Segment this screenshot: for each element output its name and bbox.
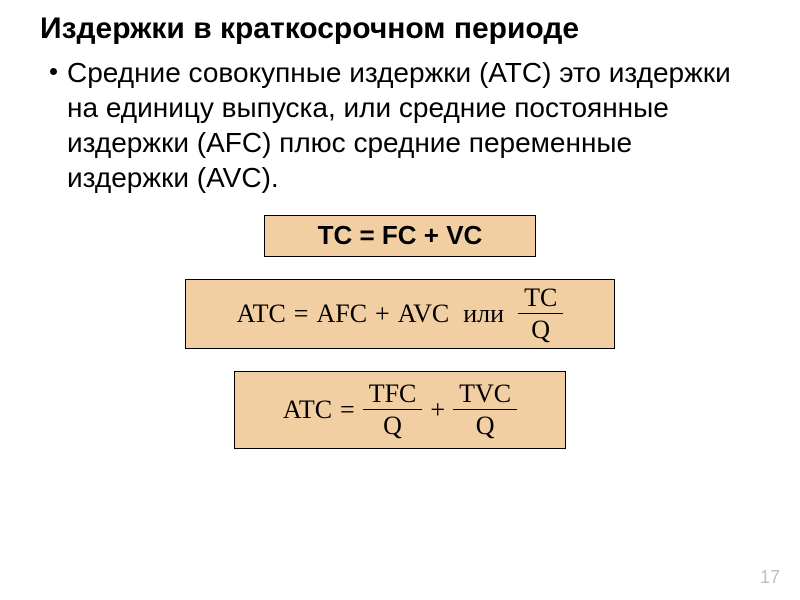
formula-atc-fractions: ATC = TFC Q + TVC Q xyxy=(234,371,566,449)
eq-equals: = xyxy=(294,299,309,329)
fraction-denominator: Q xyxy=(525,316,556,343)
slide: Издержки в краткосрочном периоде Средние… xyxy=(0,0,800,600)
eq-afc: AFC xyxy=(316,299,367,329)
fraction-denominator: Q xyxy=(377,412,408,439)
bullet-item: Средние совокупные издержки (АТС) это из… xyxy=(50,55,760,195)
eq-plus: + xyxy=(430,395,445,425)
eq-plus: + xyxy=(375,299,390,329)
fraction-denominator: Q xyxy=(470,412,501,439)
fraction-numerator: TFC xyxy=(363,380,423,407)
bullet-dot-icon xyxy=(50,68,57,75)
eq-avc: AVC xyxy=(398,299,450,329)
slide-title: Издержки в краткосрочном периоде xyxy=(40,12,760,47)
formula-atc-sum: ATC = AFC + AVC или TC Q xyxy=(185,279,615,349)
eq-equals: = xyxy=(340,395,355,425)
fraction-tfc-q: TFC Q xyxy=(363,380,423,440)
equation-row: ATC = AFC + AVC или TC Q xyxy=(237,284,564,344)
fraction-bar-icon xyxy=(363,409,423,410)
formula-area: TC = FC + VC ATC = AFC + AVC или TC Q AT… xyxy=(40,215,760,449)
page-number: 17 xyxy=(760,567,780,588)
fraction-bar-icon xyxy=(453,409,517,410)
eq-lhs: ATC xyxy=(237,299,286,329)
fraction-numerator: TC xyxy=(518,284,563,311)
formula-text: TC = FC + VC xyxy=(318,220,483,251)
eq-or-word: или xyxy=(457,299,510,329)
fraction-tvc-q: TVC Q xyxy=(453,380,517,440)
fraction-bar-icon xyxy=(518,313,563,314)
eq-lhs: ATC xyxy=(283,395,332,425)
fraction-numerator: TVC xyxy=(453,380,517,407)
bullet-text: Средние совокупные издержки (АТС) это из… xyxy=(67,55,760,195)
equation-row: ATC = TFC Q + TVC Q xyxy=(283,380,517,440)
formula-total-cost: TC = FC + VC xyxy=(264,215,536,257)
fraction-tc-q: TC Q xyxy=(518,284,563,344)
